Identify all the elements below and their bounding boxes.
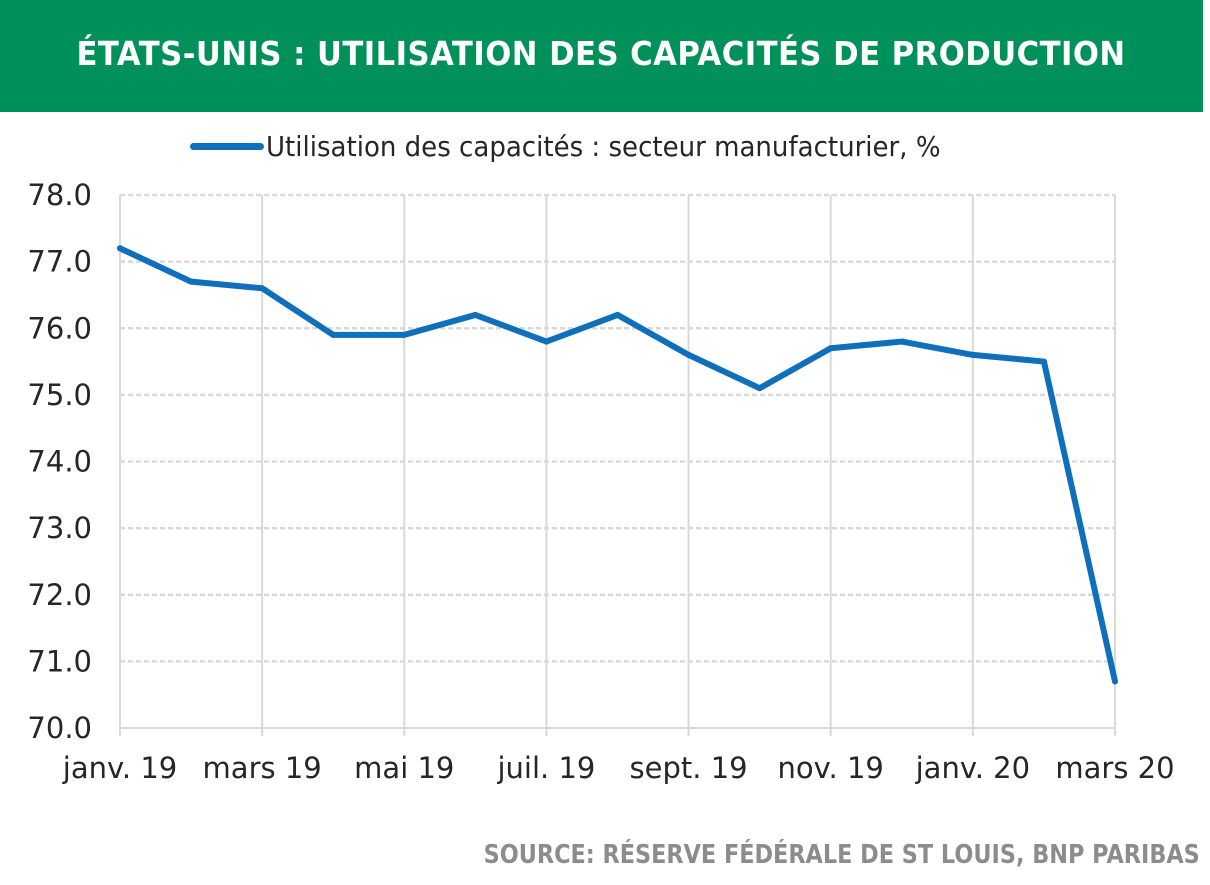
x-tick-label: nov. 19 [778, 751, 884, 785]
x-tick-label: juil. 19 [496, 751, 595, 785]
data-point [827, 345, 834, 352]
legend: Utilisation des capacités : secteur manu… [190, 126, 991, 166]
x-tick-label: mars 20 [1055, 751, 1174, 785]
y-tick-label: 76.0 [27, 311, 92, 345]
data-point [259, 285, 266, 292]
data-point [401, 331, 408, 338]
chart-title-bar: ÉTATS-UNIS : UTILISATION DES CAPACITÉS D… [0, 0, 1203, 112]
series-layer [117, 245, 1118, 685]
x-tick-label: janv. 20 [915, 751, 1030, 785]
data-point [543, 338, 550, 345]
legend-label: Utilisation des capacités : secteur manu… [266, 129, 941, 163]
data-point [117, 245, 123, 252]
legend-swatch [190, 142, 264, 150]
data-point [188, 278, 195, 285]
data-point [1112, 678, 1118, 685]
x-tick-label: mars 19 [203, 751, 322, 785]
data-point [330, 331, 337, 338]
data-point [1040, 358, 1047, 365]
y-tick-label: 70.0 [27, 711, 92, 745]
y-tick-label: 72.0 [27, 578, 92, 612]
data-point [472, 311, 479, 318]
y-tick-label: 75.0 [27, 378, 92, 412]
x-tick-label: sept. 19 [630, 751, 748, 785]
grid-layer [120, 193, 1116, 728]
source-note: SOURCE: RÉSERVE FÉDÉRALE DE ST LOUIS, BN… [483, 840, 1200, 870]
y-tick-label: 71.0 [27, 644, 92, 678]
y-tick-label: 78.0 [27, 178, 92, 212]
y-tick-label: 73.0 [27, 511, 92, 545]
data-point [756, 385, 763, 392]
data-point [969, 351, 976, 358]
x-tick-label: janv. 19 [62, 751, 177, 785]
data-point [685, 351, 692, 358]
tick-label-layer: 70.0 71.0 72.0 73.0 74.0 75.0 76.0 77.0 78.0 janv… [27, 178, 1174, 785]
data-point [614, 311, 621, 318]
data-point [898, 338, 905, 345]
y-tick-label: 74.0 [27, 445, 92, 479]
chart-title: ÉTATS-UNIS : UTILISATION DES CAPACITÉS D… [76, 33, 1127, 73]
y-tick-label: 77.0 [27, 245, 92, 279]
x-tick-label: mai 19 [354, 751, 454, 785]
axis-layer [119, 195, 1116, 736]
